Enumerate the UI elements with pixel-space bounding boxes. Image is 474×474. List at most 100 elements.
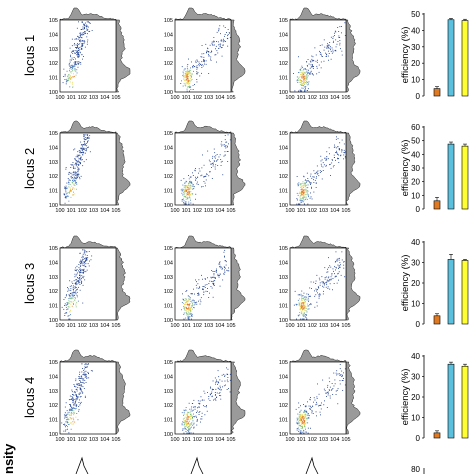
scatter-point <box>191 305 193 307</box>
scatter-point <box>67 424 69 425</box>
scatter-point <box>305 307 307 309</box>
scatter-point <box>314 179 316 181</box>
scatter-point <box>191 183 193 184</box>
x-tick-label: 100 <box>285 323 294 329</box>
scatter-point <box>184 309 186 311</box>
scatter-point <box>212 41 214 43</box>
scatter-point <box>322 283 324 285</box>
scatter-point <box>80 385 82 387</box>
scatter-point <box>181 66 183 68</box>
scatter-point <box>328 280 330 281</box>
scatter-point <box>301 420 303 422</box>
scatter-point <box>72 180 74 182</box>
scatter-point <box>84 249 86 251</box>
scatter-point <box>294 90 296 92</box>
y-tick-label: 103 <box>164 160 173 166</box>
scatter-point <box>300 198 302 200</box>
scatter-point <box>293 73 294 74</box>
scatter-point <box>215 381 217 382</box>
scatter-point <box>199 403 201 405</box>
scatter-point <box>215 270 217 272</box>
scatter-point <box>214 166 216 168</box>
scatter-point <box>299 419 301 420</box>
x-tick-label: 103 <box>204 437 213 443</box>
scatter-point <box>203 56 205 58</box>
scatter-point <box>303 190 305 192</box>
scatter-point <box>185 190 187 192</box>
scatter-point <box>78 61 80 63</box>
scatter-point <box>326 47 327 49</box>
bar-y-tick-label: 10 <box>411 191 420 200</box>
scatter-point <box>336 282 338 284</box>
scatter-point <box>302 77 304 79</box>
scatter-point <box>77 63 79 65</box>
scatter-frame <box>289 247 347 321</box>
scatter-point <box>303 312 305 314</box>
scatter-point <box>302 420 304 422</box>
scatter-point <box>304 89 306 91</box>
scatter-point <box>77 156 78 158</box>
scatter-point <box>306 82 308 83</box>
scatter-point <box>192 203 194 205</box>
scatter-point <box>310 295 311 297</box>
scatter-point <box>75 173 77 175</box>
scatter-point <box>71 423 73 425</box>
scatter-point <box>187 308 189 310</box>
x-tick-label: 101 <box>67 95 76 101</box>
scatter-point <box>220 165 222 166</box>
scatter-point <box>302 308 304 310</box>
scatter-point <box>186 72 188 74</box>
scatter-point <box>204 392 206 394</box>
scatter-point <box>82 43 84 44</box>
scatter-point <box>187 79 189 81</box>
scatter-point <box>324 157 326 159</box>
x-tick-label: 100 <box>170 208 179 214</box>
scatter-point <box>302 422 304 424</box>
x-tick-label: 101 <box>182 323 191 329</box>
scatter-point <box>308 417 310 419</box>
scatter-point <box>74 269 76 271</box>
scatter-point <box>185 79 187 81</box>
scatter-point <box>207 50 208 52</box>
scatter-point <box>308 296 310 297</box>
scatter-point <box>212 380 214 382</box>
scatter-point <box>70 56 71 58</box>
scatter-point <box>302 196 304 198</box>
scatter-point <box>186 193 188 195</box>
scatter-point <box>187 86 188 88</box>
y-tick-label: 101 <box>279 76 288 82</box>
scatter-point <box>333 385 335 387</box>
scatter-point <box>307 193 309 195</box>
scatter-point <box>304 90 305 92</box>
scatter-point <box>318 286 319 288</box>
scatter-point <box>332 49 334 51</box>
scatter-point <box>303 69 305 70</box>
scatter-point <box>199 303 201 305</box>
scatter-point <box>75 286 77 288</box>
scatter-point <box>77 52 78 54</box>
scatter-point <box>298 72 299 73</box>
scatter-point <box>203 289 204 291</box>
scatter-point <box>191 316 193 317</box>
scatter-point <box>71 412 73 414</box>
scatter-point <box>192 300 194 302</box>
scatter-point <box>78 164 80 166</box>
scatter-point <box>210 387 212 389</box>
scatter-point <box>77 156 79 158</box>
scatter-point <box>227 134 229 136</box>
scatter-point <box>71 398 73 400</box>
scatter-point <box>66 78 68 80</box>
scatter-frame <box>174 361 232 435</box>
scatter-point <box>310 281 312 283</box>
scatter-point <box>301 310 303 312</box>
scatter-point <box>79 271 81 273</box>
scatter-point <box>69 293 71 295</box>
scatter-point <box>195 60 197 62</box>
scatter-point <box>196 66 197 68</box>
scatter-point <box>74 158 75 160</box>
scatter-point <box>67 302 68 304</box>
scatter-point <box>322 293 324 295</box>
y-tick-label: 103 <box>164 389 173 395</box>
scatter-point <box>301 424 303 426</box>
scatter-point <box>186 73 188 75</box>
